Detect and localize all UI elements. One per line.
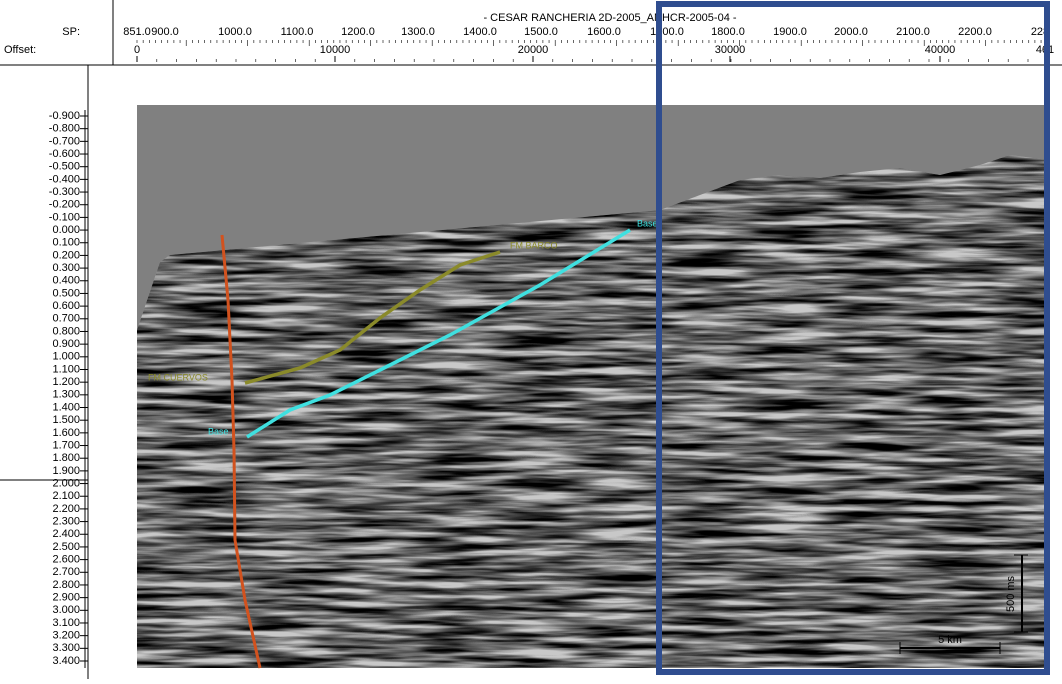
horizon-label: FM BARCO [510,240,558,250]
time-tick-label: 3.000 [52,604,80,616]
sp-tick-label: 1800.0 [711,26,745,38]
time-tick-label: -0.300 [49,186,80,198]
time-tick-label: -0.500 [49,161,80,173]
offset-tick-label: 0 [134,44,140,56]
sp-tick-label: 2100.0 [896,26,930,38]
time-tick-label: 2.000 [52,477,80,489]
time-tick-label: 1.400 [52,401,80,413]
time-tick-label: -0.400 [49,173,80,185]
time-tick-label: -0.700 [49,135,80,147]
time-tick-label: -0.200 [49,199,80,211]
time-tick-label: 3.400 [52,655,80,667]
time-tick-label: 0.800 [52,325,80,337]
time-tick-label: 2.600 [52,554,80,566]
time-tick-label: 2.900 [52,592,80,604]
time-tick-label: 2.700 [52,566,80,578]
scale-time: 500 ms [1005,575,1017,612]
time-tick-label: 1.000 [52,351,80,363]
time-tick-label: 1.800 [52,452,80,464]
offset-tick-label: 30000 [715,44,746,56]
time-tick-label: 3.200 [52,630,80,642]
time-tick-label: 0.000 [52,224,80,236]
horizon-label: FM CUERVOS [148,372,208,382]
time-tick-label: 2.100 [52,490,80,502]
time-tick-label: 0.900 [52,338,80,350]
time-tick-label: 2.500 [52,541,80,553]
sp-tick-label: 1600.0 [587,26,621,38]
sp-tick-label: 1400.0 [463,26,497,38]
time-tick-label: 0.100 [52,237,80,249]
offset-label: Offset: [4,44,36,56]
sp-tick-label: 1000.0 [218,26,252,38]
time-tick-label: 0.200 [52,249,80,261]
time-tick-label: 0.700 [52,313,80,325]
time-tick-label: 0.400 [52,275,80,287]
time-tick-label: 1.300 [52,389,80,401]
sp-tick-label: 851.0 [123,26,151,38]
scale-distance: 5 km [938,634,962,646]
time-tick-label: 1.900 [52,465,80,477]
time-tick-label: 3.100 [52,617,80,629]
sp-tick-label: 2000.0 [834,26,868,38]
sp-tick-label: 1700.0 [650,26,684,38]
time-tick-label: 1.200 [52,376,80,388]
time-tick-label: 2.800 [52,579,80,591]
time-tick-label: 0.600 [52,300,80,312]
time-tick-label: 2.400 [52,528,80,540]
sp-label: SP: [62,26,80,38]
sp-tick-label: 900.0 [151,26,179,38]
time-tick-label: -0.100 [49,211,80,223]
time-tick-label: 1.700 [52,439,80,451]
time-tick-label: -0.900 [49,110,80,122]
time-tick-label: 2.200 [52,503,80,515]
sp-tick-label: 1300.0 [401,26,435,38]
sp-tick-label: 2200.0 [958,26,992,38]
horizon-label: Base [208,426,229,436]
time-tick-label: -0.600 [49,148,80,160]
offset-tick-label: 20000 [518,44,549,56]
horizon-label: Base [637,218,658,228]
time-tick-label: 1.500 [52,414,80,426]
time-tick-label: 2.300 [52,515,80,527]
sp-tick-label: 1500.0 [524,26,558,38]
offset-tick-label: 40000 [925,44,956,56]
time-tick-label: 1.100 [52,363,80,375]
sp-tick-label: 1900.0 [773,26,807,38]
time-tick-label: 1.600 [52,427,80,439]
time-tick-label: -0.800 [49,123,80,135]
time-tick-label: 0.300 [52,262,80,274]
sp-tick-label: 1200.0 [341,26,375,38]
time-tick-label: 3.300 [52,642,80,654]
seismic-viewer: SP: Offset: - CESAR RANCHERIA 2D-2005_AN… [0,0,1062,679]
sp-tick-label: 1100.0 [281,26,314,38]
offset-tick-label: 10000 [320,44,351,56]
time-tick-label: 0.500 [52,287,80,299]
line-title: - CESAR RANCHERIA 2D-2005_ANHCR-2005-04 … [483,12,736,24]
